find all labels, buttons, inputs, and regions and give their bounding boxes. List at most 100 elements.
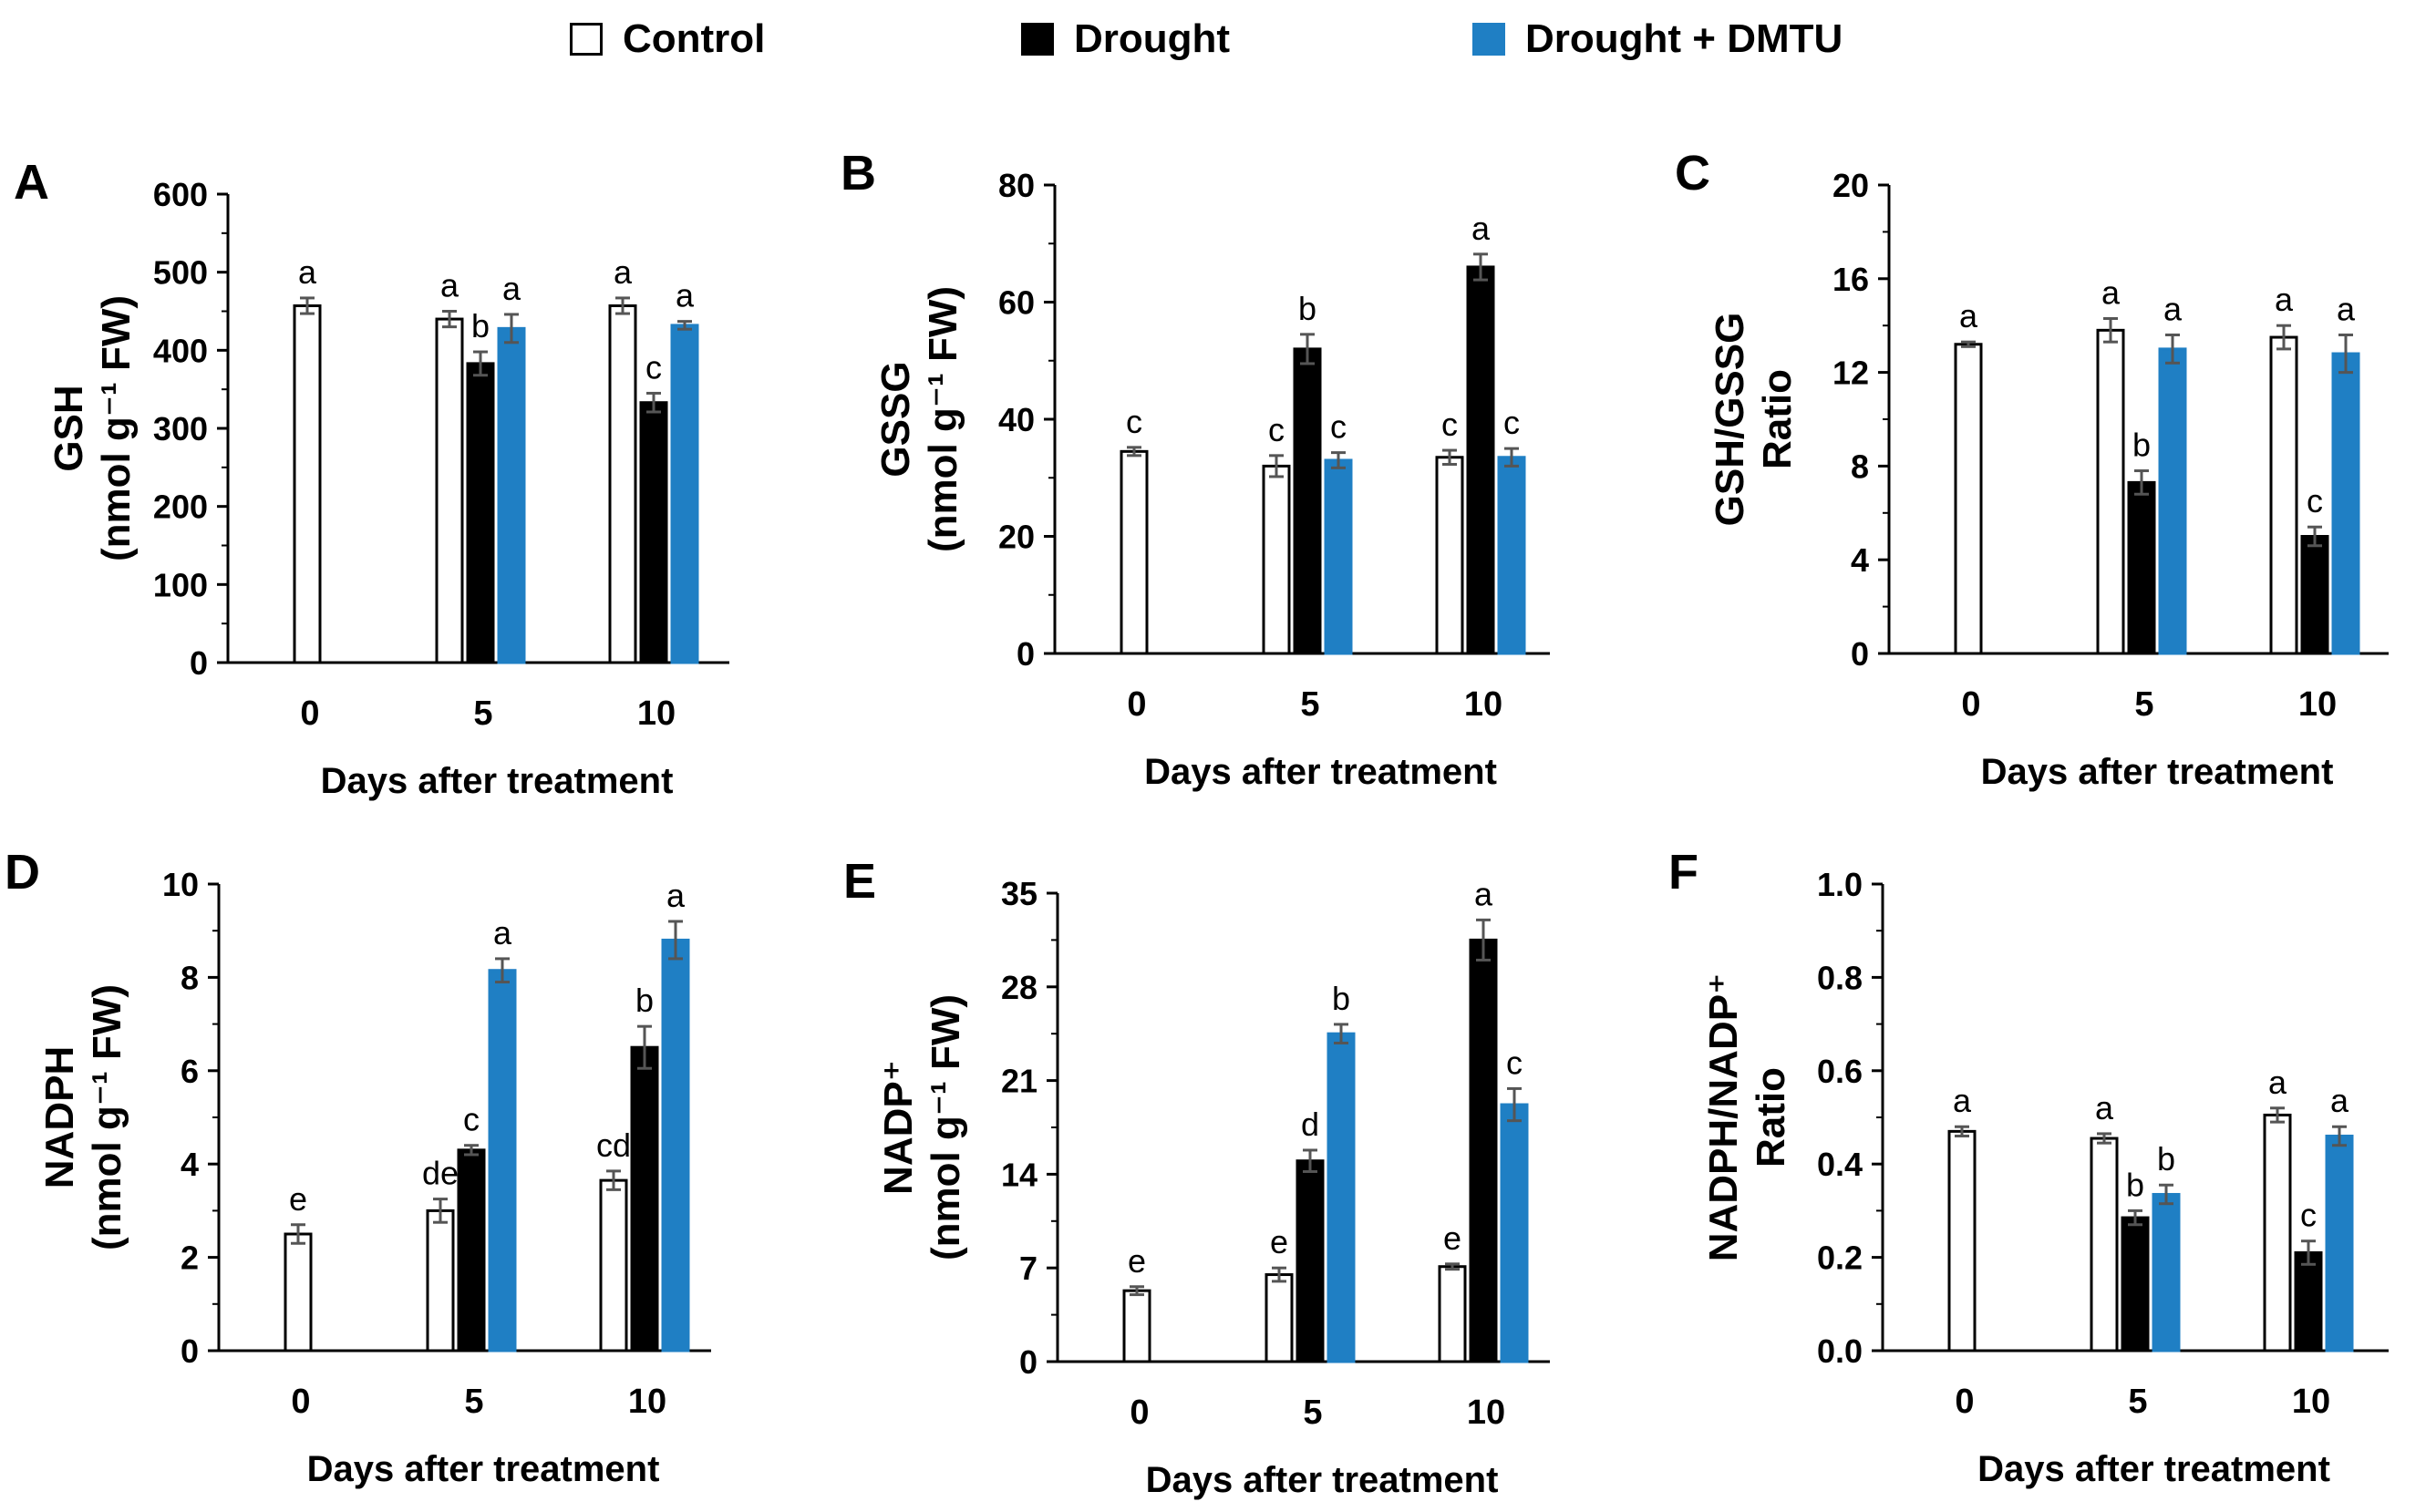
y-tick-label: 0 — [1019, 1343, 1038, 1381]
bar-c-drought-dmtu-10 — [2331, 352, 2360, 655]
significance-letter-b-drought-10: a — [1471, 210, 1491, 247]
panel-letter-b: B — [841, 146, 876, 201]
significance-letter-e-control-5: e — [1270, 1223, 1288, 1260]
y-tick-label: 1.0 — [1817, 866, 1863, 903]
y-tick-label: 200 — [153, 489, 208, 526]
y-axis-title: GSH(nmol g⁻¹ FW) — [46, 295, 139, 561]
y-tick-label: 4 — [181, 1146, 199, 1183]
significance-letter-c-control-5: a — [2101, 273, 2121, 311]
panel-e: E 0 7 14 21 28 35 e 0 e d b 5 e a c 10 Days after treatme… — [843, 854, 1550, 1500]
y-tick-label: 0.0 — [1817, 1332, 1863, 1370]
bar-e-control-5 — [1265, 1273, 1294, 1363]
y-tick-label: 21 — [1001, 1063, 1038, 1100]
bar-e-drought-dmtu-10 — [1500, 1103, 1529, 1363]
bar-f-drought-dmtu-5 — [2152, 1192, 2181, 1353]
y-axis-title: NADP⁺(nmol g⁻¹ FW) — [876, 994, 968, 1260]
bar-b-drought-10 — [1466, 265, 1495, 655]
y-tick-label: 0.4 — [1817, 1146, 1863, 1183]
significance-letter-c-drought-dmtu-10: a — [2337, 290, 2356, 327]
y-tick-label: 400 — [153, 332, 208, 369]
legend-swatch-control — [570, 23, 603, 56]
x-axis-title: Days after treatment — [321, 761, 674, 801]
y-tick-label: 600 — [153, 176, 208, 213]
significance-letter-c-control-0: a — [1959, 297, 1978, 334]
bar-a-control-10 — [608, 304, 637, 664]
bar-b-drought-dmtu-10 — [1497, 456, 1526, 655]
significance-letter-f-drought-dmtu-10: a — [2330, 1082, 2349, 1119]
x-tick-label-5: 5 — [2128, 1383, 2147, 1421]
bar-c-drought-5 — [2127, 480, 2156, 655]
y-tick-label: 500 — [153, 254, 208, 292]
bar-c-control-0 — [1954, 343, 1983, 655]
y-axis-title-line1: GSSG — [873, 361, 918, 477]
significance-letter-f-drought-5: b — [2126, 1166, 2144, 1203]
significance-letter-f-drought-dmtu-5: b — [2157, 1140, 2175, 1178]
significance-letter-b-control-5: c — [1268, 411, 1285, 448]
panel-letter-a: A — [14, 155, 49, 210]
y-tick-label: 0.2 — [1817, 1239, 1863, 1277]
significance-letter-f-drought-10: c — [2300, 1197, 2317, 1234]
y-tick-label: 40 — [998, 401, 1035, 438]
bar-b-control-0 — [1120, 449, 1149, 655]
y-axis-title-line2: Ratio — [1749, 1067, 1793, 1167]
bar-b-control-10 — [1435, 456, 1464, 655]
panel-f: F 0.0 0.2 0.4 0.6 0.8 1.0 a 0 a bb 5 a c a 10 Days after… — [1668, 845, 2389, 1489]
y-axis-title: GSSG(nmol g⁻¹ FW) — [873, 286, 965, 552]
y-axis-title: NADPH/NADP⁺Ratio — [1701, 973, 1793, 1262]
y-axis-title-line2: (nmol g⁻¹ FW) — [924, 994, 968, 1260]
bar-c-drought-10 — [2300, 535, 2329, 655]
legend-item-control: Control — [570, 16, 765, 62]
y-tick-label: 2 — [181, 1239, 199, 1277]
y-tick-label: 0 — [1851, 635, 1869, 673]
y-tick-label: 20 — [998, 519, 1035, 556]
panel-letter-e: E — [843, 854, 876, 909]
significance-letter-a-drought-dmtu-5: a — [502, 270, 521, 307]
x-tick-label-10: 10 — [1467, 1394, 1505, 1432]
y-tick-label: 60 — [998, 284, 1035, 322]
panel-letter-d: D — [5, 845, 40, 900]
bar-a-control-5 — [435, 317, 464, 664]
significance-letter-d-control-10: cd — [596, 1126, 631, 1164]
bar-f-drought-dmtu-10 — [2325, 1134, 2354, 1353]
significance-letter-a-drought-10: c — [645, 348, 662, 386]
bar-b-control-5 — [1262, 464, 1291, 655]
y-tick-label: 35 — [1001, 875, 1038, 912]
y-tick-label: 12 — [1832, 355, 1869, 392]
significance-letter-e-control-10: e — [1443, 1219, 1461, 1257]
bar-f-control-0 — [1947, 1129, 1977, 1353]
significance-letter-a-control-5: a — [440, 267, 459, 304]
x-tick-label-0: 0 — [1961, 685, 1980, 724]
bar-d-control-10 — [599, 1178, 628, 1353]
bar-d-drought-dmtu-10 — [661, 938, 690, 1353]
x-tick-label-10: 10 — [628, 1383, 666, 1421]
significance-letter-d-drought-5: c — [463, 1101, 480, 1138]
bar-d-drought-5 — [457, 1148, 486, 1353]
significance-letter-e-drought-dmtu-5: b — [1332, 980, 1350, 1017]
y-tick-label: 10 — [162, 866, 199, 903]
y-tick-label: 0.6 — [1817, 1053, 1863, 1090]
y-tick-label: 0 — [181, 1332, 199, 1370]
significance-letter-a-drought-5: b — [471, 307, 490, 345]
x-axis-title: Days after treatment — [1981, 752, 2334, 792]
y-tick-label: 7 — [1019, 1250, 1038, 1287]
y-tick-label: 0 — [1017, 635, 1035, 673]
significance-letter-c-drought-5: b — [2132, 427, 2151, 464]
significance-letter-f-control-5: a — [2095, 1089, 2114, 1126]
x-tick-label-0: 0 — [1955, 1383, 1974, 1421]
significance-letter-d-drought-10: b — [635, 982, 654, 1019]
x-tick-label-10: 10 — [2298, 685, 2337, 724]
panel-c: C 0 4 8 12 16 20 a 0 a b a 5 a c a 10 Days after treatmen… — [1675, 146, 2389, 792]
x-tick-label-0: 0 — [1130, 1394, 1149, 1432]
bar-e-drought-5 — [1296, 1159, 1325, 1363]
panel-letter-c: C — [1675, 146, 1710, 201]
bar-c-drought-dmtu-5 — [2158, 347, 2187, 655]
y-axis-title-line2: (nmol g⁻¹ FW) — [85, 984, 129, 1250]
bar-d-control-5 — [426, 1209, 455, 1353]
x-tick-label-5: 5 — [1303, 1394, 1322, 1432]
x-axis-title: Days after treatment — [1144, 752, 1497, 792]
panel-letter-f: F — [1668, 845, 1698, 900]
legend-label-drought: Drought — [1074, 16, 1231, 61]
x-axis-title: Days after treatment — [1146, 1460, 1499, 1500]
bar-e-control-10 — [1438, 1265, 1467, 1363]
